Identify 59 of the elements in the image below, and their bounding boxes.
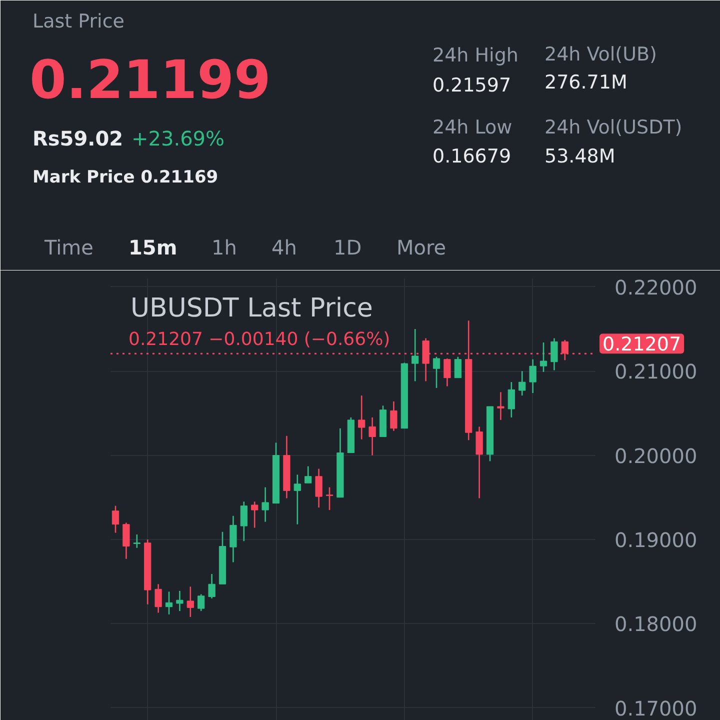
text: 1h — [212, 236, 237, 260]
text: 0.21199 — [30, 50, 271, 111]
candlestick — [518, 370, 526, 396]
candlestick — [198, 594, 205, 612]
candlestick — [251, 500, 258, 528]
candlestick — [540, 342, 548, 373]
candlestick — [133, 534, 140, 549]
candlestick — [186, 586, 194, 618]
candlestick — [230, 515, 237, 563]
text: 24h Vol(UB) — [544, 44, 657, 66]
y-tick-label: 0.18000 — [614, 612, 698, 636]
candlestick — [476, 426, 483, 499]
y-tick-label: 0.21000 — [614, 360, 698, 384]
candlestick — [112, 505, 120, 534]
candlestick — [176, 590, 184, 612]
candlestick — [550, 338, 558, 371]
text: 276.71M — [544, 72, 628, 94]
text: More — [396, 236, 446, 260]
candlestick — [432, 356, 440, 389]
text: UBUSDT Last Price — [130, 294, 373, 324]
text: Mark Price 0.21169 — [32, 168, 218, 188]
text: 4h — [272, 236, 297, 260]
text: 15m — [128, 236, 178, 260]
candlestick — [315, 468, 322, 508]
candlestick — [294, 474, 301, 525]
text: 24h High — [432, 44, 518, 66]
text: 0.16679 — [432, 146, 512, 168]
candlestick — [122, 522, 130, 560]
text: +23.69% — [132, 126, 225, 150]
text: 0.21597 — [432, 74, 512, 96]
candlestick — [508, 381, 515, 418]
candlestick — [240, 500, 248, 542]
candlestick — [412, 328, 419, 382]
candlestick — [304, 466, 312, 484]
text: Last Price — [32, 10, 124, 32]
candlestick — [154, 583, 162, 614]
text: Rs59.02 — [32, 126, 124, 150]
candlestick — [368, 416, 376, 456]
candlestick — [165, 591, 173, 616]
candlestick — [529, 358, 536, 394]
candlestick — [262, 486, 269, 522]
y-tick-label: 0.22000 — [614, 275, 698, 300]
text: 1D — [334, 236, 362, 260]
candlestick — [390, 400, 398, 432]
y-tick-label: 0.19000 — [614, 528, 698, 552]
text: 24h Vol(USDT) — [544, 116, 682, 138]
candlestick — [444, 358, 451, 387]
annotation: 0.21207 −0.00140 (−0.66%) — [128, 329, 390, 350]
candlestick — [497, 392, 504, 421]
text: Time — [44, 236, 94, 260]
candlestick — [454, 356, 462, 378]
text: 24h Low — [432, 116, 512, 138]
y-tick-label: 0.20000 — [614, 444, 698, 468]
candlestick — [358, 394, 366, 440]
y-tick-label: 0.17000 — [614, 696, 698, 720]
candlestick — [326, 486, 334, 511]
text: 53.48M — [544, 146, 616, 168]
candlestick — [208, 573, 216, 600]
ref-line-label: 0.21207 — [602, 334, 682, 356]
